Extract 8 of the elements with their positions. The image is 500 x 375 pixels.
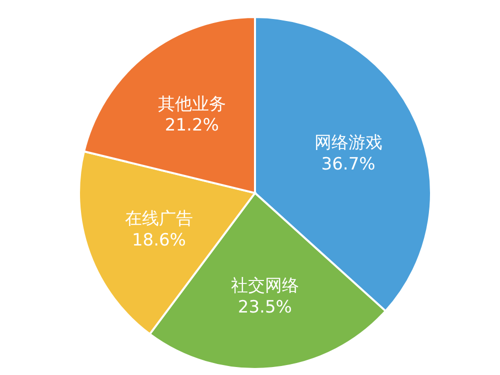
data-label: 21.2% xyxy=(164,116,219,136)
slice-label: 社交网络 xyxy=(230,276,299,296)
slice-label: 其他业务 xyxy=(158,94,226,114)
slice-label: 网络游戏 xyxy=(314,133,382,154)
data-label: 23.5% xyxy=(238,297,292,318)
data-label: 18.6% xyxy=(132,230,186,250)
slice-label: 在线广告 xyxy=(124,209,193,230)
data-label: 36.7% xyxy=(321,154,376,174)
